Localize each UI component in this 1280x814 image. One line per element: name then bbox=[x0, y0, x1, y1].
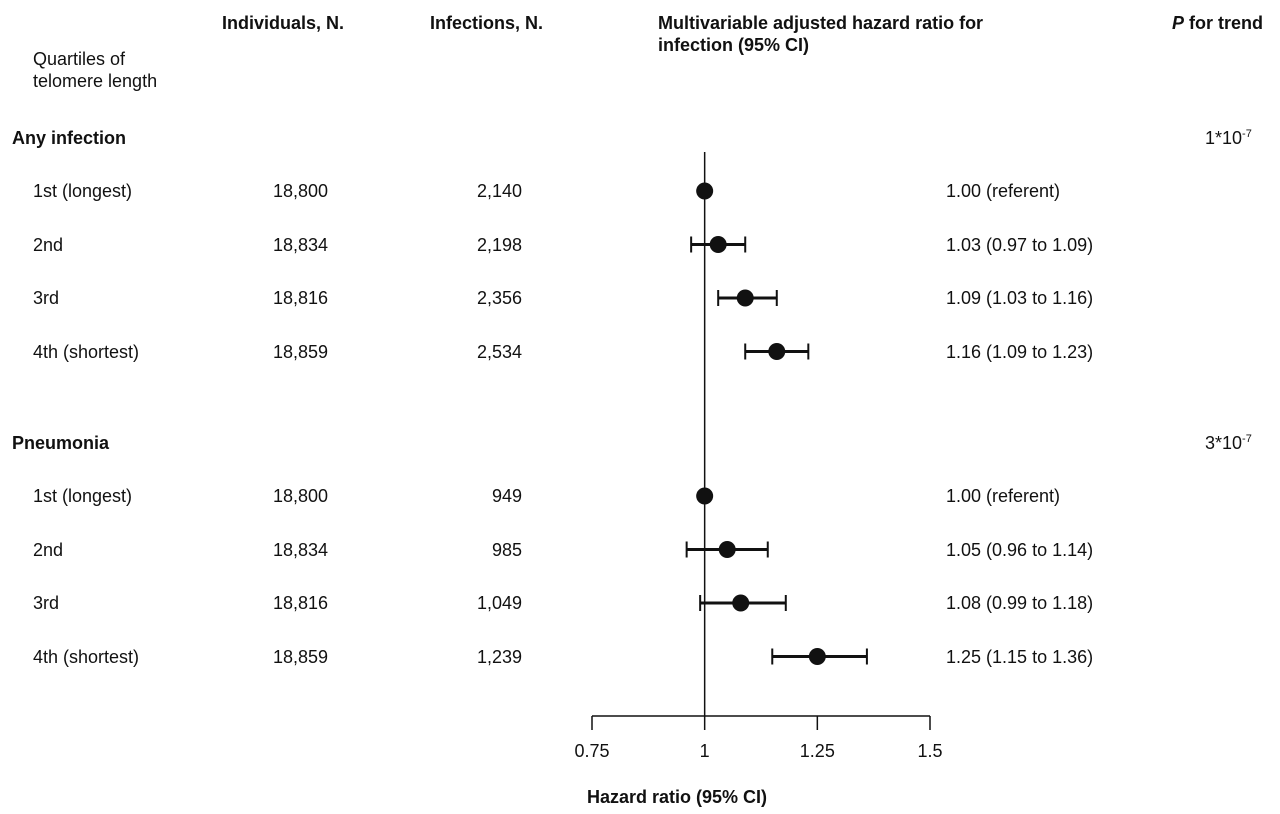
p-trend-rest: for trend bbox=[1184, 13, 1264, 33]
hr-text: 1.16 (1.09 to 1.23) bbox=[946, 341, 1094, 362]
p-trend-value: 3*10-7 bbox=[1205, 432, 1252, 454]
p-trend-base: 1*10 bbox=[1205, 128, 1243, 148]
hr-point bbox=[718, 541, 736, 558]
infections-value: 2,140 bbox=[476, 181, 522, 201]
individuals-value: 18,816 bbox=[272, 593, 328, 613]
p-trend-italic: P bbox=[1172, 13, 1185, 33]
row-label: 2nd bbox=[33, 234, 64, 255]
hr-point bbox=[768, 343, 786, 360]
infections-value: 949 bbox=[491, 486, 522, 506]
infections-value: 1,049 bbox=[476, 593, 522, 613]
x-axis-title: Hazard ratio (95% CI) bbox=[587, 787, 767, 807]
individuals-value: 18,834 bbox=[272, 539, 328, 560]
row-label: 1st (longest) bbox=[33, 181, 133, 201]
individuals-value: 18,800 bbox=[272, 181, 328, 201]
hazard-ratio-header: Multivariable adjusted hazard ratio for … bbox=[658, 13, 984, 55]
hr-text: 1.25 (1.15 to 1.36) bbox=[946, 646, 1094, 667]
row-label: 4th (shortest) bbox=[33, 341, 140, 362]
individuals-value: 18,859 bbox=[272, 646, 328, 667]
p-trend-value: 1*10-7 bbox=[1205, 127, 1252, 149]
x-tick-label: 1 bbox=[700, 741, 710, 761]
hr-text: 1.00 (referent) bbox=[946, 181, 1061, 201]
p-trend-header: P for trend bbox=[1172, 12, 1263, 34]
row-label-header: Quartiles of telomere length bbox=[33, 49, 158, 91]
hr-point bbox=[696, 182, 714, 200]
row-label: 2nd bbox=[33, 539, 64, 560]
infections-value: 985 bbox=[491, 539, 522, 560]
hr-point bbox=[709, 236, 727, 253]
hr-point bbox=[808, 648, 826, 665]
x-tick-label: 1.5 bbox=[917, 741, 942, 761]
row-label: 3rd bbox=[33, 593, 60, 613]
individuals-value: 18,859 bbox=[272, 341, 328, 362]
row-label: 3rd bbox=[33, 288, 60, 308]
infections-header: Infections, N. bbox=[430, 13, 544, 33]
hr-text: 1.03 (0.97 to 1.09) bbox=[946, 234, 1094, 255]
hr-text: 1.08 (0.99 to 1.18) bbox=[946, 593, 1094, 613]
p-trend-base: 3*10 bbox=[1205, 433, 1243, 453]
p-trend-exponent: -7 bbox=[1242, 433, 1252, 445]
hr-text: 1.09 (1.03 to 1.16) bbox=[946, 288, 1094, 308]
infections-value: 2,198 bbox=[476, 234, 522, 255]
individuals-value: 18,834 bbox=[272, 234, 328, 255]
hr-point bbox=[696, 487, 714, 505]
hr-point bbox=[732, 594, 750, 612]
individuals-header: Individuals, N. bbox=[222, 13, 345, 33]
individuals-value: 18,816 bbox=[272, 288, 328, 308]
infections-value: 2,356 bbox=[476, 288, 522, 308]
group-title: Pneumonia bbox=[12, 433, 110, 453]
group-title: Any infection bbox=[12, 128, 127, 148]
row-label: 4th (shortest) bbox=[33, 646, 140, 667]
x-tick-label: 0.75 bbox=[574, 741, 609, 761]
infections-value: 2,534 bbox=[476, 341, 522, 362]
hr-text: 1.00 (referent) bbox=[946, 486, 1061, 506]
p-trend-exponent: -7 bbox=[1242, 128, 1252, 140]
hr-point bbox=[736, 289, 754, 307]
individuals-value: 18,800 bbox=[272, 486, 328, 506]
row-label: 1st (longest) bbox=[33, 486, 133, 506]
infections-value: 1,239 bbox=[476, 646, 522, 667]
x-tick-label: 1.25 bbox=[800, 741, 835, 761]
hr-text: 1.05 (0.96 to 1.14) bbox=[946, 539, 1094, 560]
